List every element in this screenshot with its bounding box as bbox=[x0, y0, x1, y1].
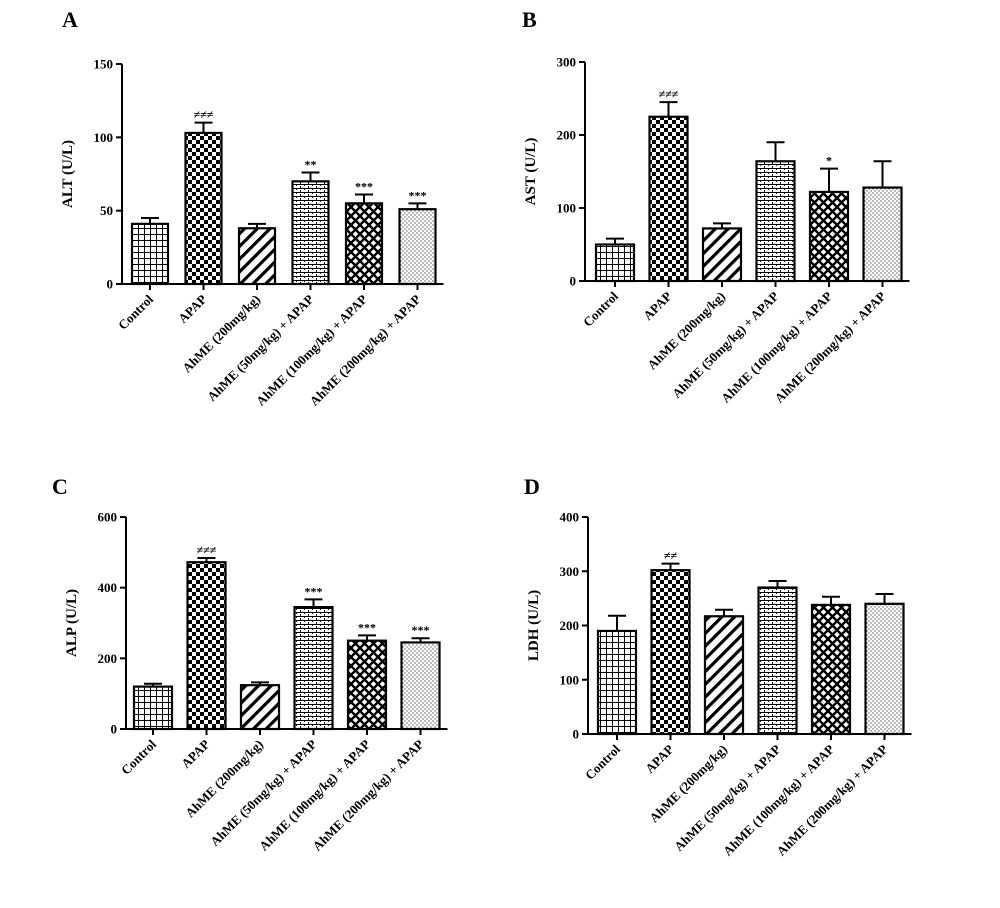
category-label: AhME (200mg/kg) + APAP bbox=[774, 741, 891, 858]
bar bbox=[344, 202, 384, 286]
y-axis-label: AST (U/L) bbox=[523, 138, 539, 206]
category-label: AhME (50mg/kg) + APAP bbox=[207, 736, 319, 848]
y-tick-label: 400 bbox=[560, 510, 580, 525]
significance-label: *** bbox=[355, 180, 373, 194]
category-label: APAP bbox=[175, 291, 209, 325]
y-tick-label: 0 bbox=[107, 277, 114, 292]
bar bbox=[808, 190, 850, 283]
y-tick-label: 0 bbox=[573, 727, 580, 742]
significance-label: *** bbox=[412, 623, 430, 637]
category-label: Control bbox=[582, 741, 623, 782]
y-tick-label: 0 bbox=[570, 274, 577, 289]
y-tick-label: 300 bbox=[560, 564, 580, 579]
bar bbox=[701, 227, 743, 283]
y-tick-label: 100 bbox=[560, 672, 580, 687]
bar bbox=[293, 605, 334, 731]
y-axis-label: ALT (U/L) bbox=[60, 140, 76, 208]
bar bbox=[400, 641, 441, 731]
category-label: AhME (50mg/kg) + APAP bbox=[669, 288, 781, 400]
bar bbox=[650, 569, 691, 736]
category-label: APAP bbox=[640, 288, 674, 322]
category-label: AhME (100mg/kg) + APAP bbox=[718, 288, 835, 405]
category-label: APAP bbox=[178, 736, 212, 770]
category-label: AhME (100mg/kg) + APAP bbox=[720, 741, 837, 858]
bar bbox=[594, 243, 636, 283]
category-label: AhME (50mg/kg) + APAP bbox=[671, 741, 783, 853]
bar bbox=[864, 602, 905, 736]
bar bbox=[703, 615, 745, 736]
significance-label: ≠≠≠ bbox=[659, 87, 679, 101]
bar bbox=[291, 180, 330, 286]
significance-label: ≠≠≠ bbox=[197, 543, 217, 557]
panel-d: D LDH (U/L) 0 100 200 300 400 Control APAP ≠≠ AhME… bbox=[524, 474, 912, 859]
bar bbox=[237, 227, 277, 286]
y-tick-label: 400 bbox=[98, 580, 118, 595]
panel-c: C ALP (U/L) 0 200 400 600 Control APAP ≠≠≠ AhME (… bbox=[52, 474, 448, 854]
category-label: AhME (100mg/kg) + APAP bbox=[253, 291, 370, 408]
category-label: AhME (50mg/kg) + APAP bbox=[204, 291, 316, 403]
category-label: Control bbox=[115, 291, 156, 332]
category-label: AhME (200mg/kg) + APAP bbox=[310, 736, 427, 853]
y-tick-label: 0 bbox=[111, 722, 118, 737]
panel-letter: B bbox=[522, 7, 537, 32]
bar bbox=[239, 684, 281, 731]
y-tick-label: 200 bbox=[560, 618, 580, 633]
bar bbox=[648, 115, 689, 283]
y-axis-label: LDH (U/L) bbox=[526, 590, 542, 661]
y-tick-label: 50 bbox=[100, 203, 113, 218]
significance-label: * bbox=[826, 154, 832, 168]
category-label: AhME (100mg/kg) + APAP bbox=[256, 736, 373, 853]
panel-a: A ALT (U/L) 0 50 100 150 Control APAP ≠≠≠ AhME (2… bbox=[60, 7, 444, 409]
bar bbox=[186, 561, 227, 731]
y-axis-label: ALP (U/L) bbox=[64, 589, 80, 657]
significance-label: *** bbox=[358, 620, 376, 634]
category-label: AhME (200mg/kg) + APAP bbox=[772, 288, 889, 405]
y-tick-label: 150 bbox=[94, 57, 114, 72]
bar bbox=[755, 160, 796, 283]
y-tick-label: 100 bbox=[557, 201, 577, 216]
significance-label: *** bbox=[305, 584, 323, 598]
bar bbox=[184, 131, 223, 286]
y-tick-label: 600 bbox=[98, 510, 118, 525]
bar bbox=[130, 222, 170, 286]
significance-label: ** bbox=[305, 158, 317, 172]
category-label: Control bbox=[118, 736, 159, 777]
panel-letter: A bbox=[62, 7, 78, 32]
panel-letter: C bbox=[52, 474, 68, 499]
y-tick-label: 200 bbox=[557, 128, 577, 143]
y-tick-label: 300 bbox=[557, 55, 577, 70]
y-tick-label: 100 bbox=[94, 130, 114, 145]
category-label: AhME (200mg/kg) + APAP bbox=[307, 291, 424, 408]
significance-label: *** bbox=[409, 188, 427, 202]
category-label: Control bbox=[580, 288, 621, 329]
y-tick-label: 200 bbox=[98, 651, 118, 666]
bar bbox=[346, 639, 388, 731]
bar bbox=[757, 586, 798, 736]
bar bbox=[862, 186, 903, 283]
bar bbox=[132, 685, 174, 731]
significance-label: ≠≠ bbox=[664, 549, 678, 563]
significance-label: ≠≠≠ bbox=[194, 108, 214, 122]
bar bbox=[810, 603, 852, 736]
bar bbox=[596, 629, 638, 736]
bar bbox=[398, 208, 437, 286]
panel-letter: D bbox=[524, 474, 540, 499]
panel-b: B AST (U/L) 0 100 200 300 Control APAP ≠≠≠ AhME (… bbox=[522, 7, 910, 406]
category-label: APAP bbox=[642, 741, 676, 775]
